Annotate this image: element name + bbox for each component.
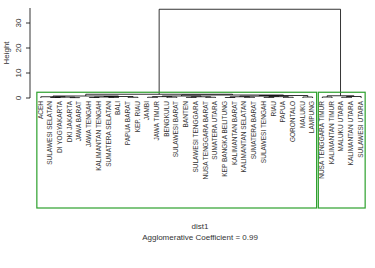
leaf-label: PAPUA <box>279 100 286 122</box>
merge <box>327 96 354 97</box>
merge <box>41 97 65 98</box>
subtitle: Agglomerative Coefficient = 0.99 <box>142 233 258 242</box>
leaf-label: MALUKU <box>299 101 306 128</box>
cluster-rect <box>37 92 317 208</box>
leaf-label: KALIMANTAN TIMUR <box>328 101 335 165</box>
leaf-label: GORONTALO <box>289 101 296 142</box>
leaf-label: NUSA TENGGARA TIMUR <box>318 101 325 179</box>
leaf-label: JAWA BARAT <box>75 101 82 141</box>
leaf-label: KEP BANGKA BELITUNG <box>221 101 228 177</box>
leaf-label: SUMATERA SELATAN <box>105 101 112 167</box>
merge <box>182 95 284 96</box>
leaf-label: SULAWESI TENGAH <box>260 101 267 163</box>
y-tick <box>26 73 30 74</box>
merge <box>259 96 308 98</box>
cluster-rect <box>318 92 365 208</box>
chart: 0 10 20 30 Height ACEHSULAWESI SELATANDI YOGY… <box>0 0 375 268</box>
leaf-label: KALIMANTAN SELATAN <box>240 101 247 173</box>
leaf-label: ACEH <box>37 101 44 119</box>
leaf-label: SULAWESI SELATAN <box>46 101 53 165</box>
y-axis-title: Height <box>2 41 11 65</box>
leaf-label: JAWA TIMUR <box>153 101 160 141</box>
leaf-label: JAWA TENGAH <box>85 101 92 147</box>
leaf-label: RIAU <box>270 101 277 117</box>
merge <box>322 97 332 98</box>
merge <box>86 94 233 96</box>
y-tick <box>26 48 30 49</box>
leaf-label: MALUKU UTARA <box>337 100 344 151</box>
leaf-label: JAMBI <box>143 101 150 120</box>
tree <box>41 9 361 98</box>
leaf-label: BANTEN <box>182 101 189 128</box>
leaf-label: SUMATERA UTARA <box>211 100 218 159</box>
y-tick <box>26 98 30 99</box>
y-tick <box>26 23 30 24</box>
y-axis-line <box>30 8 31 98</box>
leaf-label: KEP. RIAU <box>134 101 141 133</box>
leaf-label: BALI <box>114 101 121 115</box>
leaf-label: NUSA TENGGARA BARAT <box>202 101 209 180</box>
leaf-label: SULAWESI UTARA <box>357 100 364 157</box>
leaf-label: KALIMANTAN BARAT <box>231 101 238 165</box>
leaf-label: PAPUA BARAT <box>124 101 131 145</box>
y-tick-label: 10 <box>14 68 23 77</box>
merge <box>159 9 340 96</box>
y-tick-label: 30 <box>14 18 23 27</box>
leaf-label: KALIMANTAN UTARA <box>347 100 354 165</box>
leaf-label: KALIMANTAN TENGAH <box>95 101 102 171</box>
y-tick-label: 0 <box>14 95 23 100</box>
leaf-label: DKI JAKARTA <box>66 100 73 142</box>
merge <box>303 97 313 98</box>
merge <box>347 97 362 99</box>
x-axis-title: dist1 <box>192 222 209 231</box>
leaf-label: BENGKULU <box>163 101 170 137</box>
leaf-label: SULAWESI BARAT <box>172 101 179 157</box>
leaf-label: SULAWESI TENGGARA <box>192 100 199 172</box>
leaf-label: LAMPUNG <box>308 101 315 133</box>
leaf-label: SUMATERA BARAT <box>250 101 257 159</box>
y-tick-label: 20 <box>14 43 23 52</box>
leaf-label: DI YOGYAKARTA <box>56 100 63 153</box>
